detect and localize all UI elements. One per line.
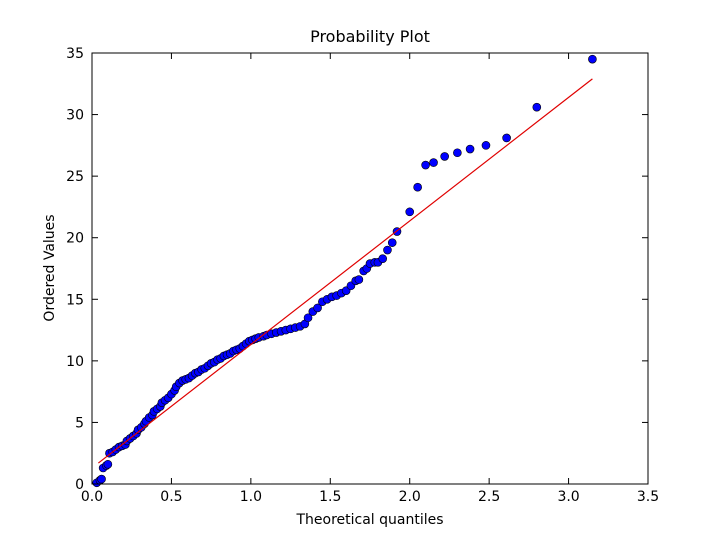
point (383, 245, 392, 255)
x-tick-label: 1.0 (240, 489, 262, 505)
point (465, 144, 475, 154)
chart-title: Probability Plot (310, 27, 430, 46)
point (481, 141, 491, 150)
x-axis-label: Theoretical quantiles (295, 512, 443, 528)
y-tick-label: 30 (66, 108, 84, 124)
point (502, 133, 511, 143)
point (421, 160, 430, 170)
point (440, 152, 449, 161)
y-tick-label: 5 (75, 415, 84, 431)
x-tick-label: 2.5 (478, 489, 500, 505)
point (97, 474, 106, 484)
point (413, 182, 422, 192)
y-tick-label: 25 (66, 169, 84, 185)
point (387, 238, 397, 247)
point (378, 254, 388, 263)
point (453, 148, 462, 158)
y-axis-label: Ordered Values (42, 214, 58, 321)
point (103, 459, 113, 469)
point (588, 54, 597, 64)
y-tick-label: 35 (66, 46, 84, 62)
point (354, 275, 364, 284)
x-tick-label: 0.0 (81, 489, 103, 505)
y-tick-label: 0 (75, 477, 84, 493)
x-tick-label: 3.0 (557, 489, 579, 505)
x-tick-label: 3.5 (637, 489, 659, 505)
plot-frame (91, 52, 649, 485)
y-tick-label: 15 (66, 292, 84, 308)
y-tick-label: 20 (66, 231, 84, 247)
point (532, 102, 542, 112)
point (303, 313, 313, 323)
point (313, 303, 322, 313)
x-tick-label: 1.5 (319, 489, 341, 505)
x-tick-label: 2.0 (399, 489, 421, 505)
point (429, 158, 438, 167)
fit-line (97, 78, 593, 464)
x-tick-label: 0.5 (160, 489, 182, 505)
point (405, 207, 415, 217)
y-tick-label: 10 (66, 354, 84, 370)
